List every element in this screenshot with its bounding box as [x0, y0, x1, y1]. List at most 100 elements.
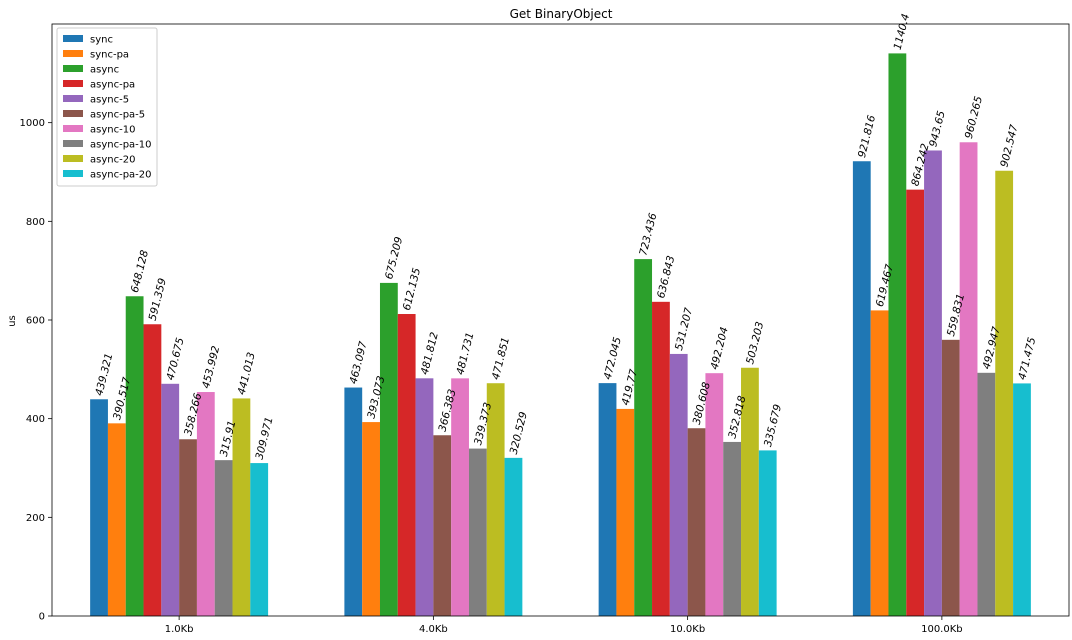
- y-tick-label: 200: [26, 513, 45, 524]
- bar-value-label: 591.359: [147, 277, 169, 322]
- y-axis-label: us: [7, 315, 18, 327]
- bar-async-pa-10-10.0Kb: [723, 441, 742, 616]
- legend-swatch: [63, 80, 83, 87]
- bar-async-pa-1.0Kb: [143, 324, 162, 616]
- legend-entry: async-pa-5: [90, 110, 145, 121]
- bar-async-5-10.0Kb: [669, 353, 688, 616]
- bar-async-10.0Kb: [634, 259, 653, 616]
- bar-value-label: 453.992: [200, 344, 222, 389]
- bar-async-pa-20-10.0Kb: [758, 450, 777, 616]
- bar-async-pa-5-10.0Kb: [687, 428, 706, 616]
- bar-value-label: 612.135: [401, 266, 423, 311]
- legend-swatch: [63, 35, 83, 42]
- bar-value-label: 636.843: [655, 255, 677, 300]
- bar-async-pa-20-100.0Kb: [1013, 383, 1031, 616]
- bar-async-1.0Kb: [125, 296, 144, 616]
- bar-value-label: 960.265: [963, 95, 985, 140]
- legend-swatch: [63, 95, 83, 102]
- chart-title: Get BinaryObject: [510, 7, 613, 21]
- bar-async-pa-10.0Kb: [652, 301, 670, 616]
- bar-sync-100.0Kb: [852, 161, 871, 617]
- bars-group: [90, 53, 1031, 617]
- legend-entry: sync-pa: [90, 50, 129, 61]
- bar-value-label: 439.321: [93, 352, 115, 397]
- legend-entry: async-pa: [90, 80, 135, 91]
- bar-async-pa-10-1.0Kb: [214, 460, 233, 616]
- bar-value-label: 470.675: [164, 336, 186, 381]
- bar-value-label: 320.529: [508, 410, 530, 455]
- bar-async-20-4.0Kb: [486, 383, 505, 616]
- bar-async-20-1.0Kb: [232, 398, 251, 616]
- bar-async-10-100.0Kb: [959, 142, 978, 616]
- bar-value-label: 481.812: [419, 331, 441, 376]
- bar-async-pa-10-4.0Kb: [468, 448, 487, 616]
- bar-async-pa-5-1.0Kb: [179, 439, 197, 616]
- bar-sync-4.0Kb: [344, 387, 363, 616]
- bar-sync-pa-1.0Kb: [107, 423, 126, 616]
- bar-async-pa-10-100.0Kb: [977, 372, 996, 616]
- legend-entry: async-pa-20: [90, 170, 152, 181]
- bar-value-label: 503.203: [744, 320, 766, 365]
- y-tick-label: 400: [26, 414, 45, 425]
- bar-async-pa-4.0Kb: [397, 314, 416, 616]
- y-tick-label: 600: [26, 316, 45, 327]
- bar-async-100.0Kb: [888, 53, 907, 616]
- bar-value-label: 531.207: [673, 306, 695, 351]
- legend-swatch: [63, 50, 83, 57]
- bar-async-pa-5-100.0Kb: [941, 339, 960, 616]
- bar-value-label: 1140.4: [892, 13, 913, 52]
- bar-async-20-10.0Kb: [741, 367, 759, 616]
- bar-value-label: 675.209: [383, 235, 405, 280]
- x-tick-label: 1.0Kb: [165, 624, 194, 635]
- bar-value-label: 309.971: [253, 416, 275, 461]
- legend-swatch: [63, 140, 83, 147]
- bar-async-pa-5-4.0Kb: [433, 435, 452, 616]
- bar-value-label: 902.547: [998, 123, 1020, 168]
- legend-entry: async-20: [90, 155, 135, 166]
- bar-value-label: 723.436: [637, 211, 659, 256]
- bar-value-label: 472.045: [602, 336, 624, 381]
- bar-value-label: 921.816: [856, 114, 878, 159]
- x-tick-label: 100.0Kb: [921, 624, 963, 635]
- legend-swatch: [63, 65, 83, 72]
- bar-sync-pa-10.0Kb: [616, 408, 635, 616]
- bar-async-10-4.0Kb: [451, 378, 469, 616]
- bar-sync-10.0Kb: [598, 383, 617, 616]
- legend-swatch: [63, 110, 83, 117]
- legend-swatch: [63, 125, 83, 132]
- bar-async-10-1.0Kb: [196, 392, 215, 616]
- bar-async-10-10.0Kb: [705, 373, 724, 616]
- bar-async-5-100.0Kb: [924, 150, 942, 616]
- y-tick-label: 1000: [20, 118, 45, 129]
- bar-value-label: 943.65: [927, 109, 948, 148]
- bar-value-label: 441.013: [236, 351, 258, 396]
- bar-value-label: 471.475: [1016, 336, 1038, 381]
- legend-entry: async-pa-10: [90, 140, 152, 151]
- bar-async-5-1.0Kb: [161, 383, 180, 616]
- bar-value-label: 463.097: [348, 340, 370, 385]
- bar-sync-pa-4.0Kb: [362, 422, 380, 616]
- legend-entry: async-10: [90, 125, 135, 136]
- bar-sync-pa-100.0Kb: [870, 310, 889, 616]
- bar-value-label: 335.679: [762, 403, 784, 448]
- bar-sync-1.0Kb: [90, 399, 108, 616]
- legend: sync sync-pa async async-pa async-5 async-pa-…: [56, 27, 158, 187]
- bar-async-pa-100.0Kb: [906, 189, 925, 616]
- bar-async-4.0Kb: [379, 282, 398, 616]
- legend-swatch: [63, 170, 83, 177]
- legend-entry: sync: [90, 35, 113, 46]
- y-tick-label: 0: [39, 612, 45, 623]
- x-tick-label: 10.0Kb: [670, 624, 705, 635]
- bar-value-label: 481.731: [454, 331, 476, 376]
- bar-async-pa-20-4.0Kb: [504, 457, 523, 616]
- bar-async-pa-20-1.0Kb: [250, 463, 269, 616]
- bar-value-label: 471.851: [490, 336, 512, 381]
- bar-async-5-4.0Kb: [415, 378, 434, 616]
- bar-value-label: 648.128: [129, 249, 151, 294]
- x-tick-label: 4.0Kb: [419, 624, 448, 635]
- y-tick-label: 800: [26, 217, 45, 228]
- legend-entry: async-5: [90, 95, 129, 106]
- bar-async-20-100.0Kb: [995, 170, 1014, 617]
- bar-value-label: 492.204: [709, 326, 731, 371]
